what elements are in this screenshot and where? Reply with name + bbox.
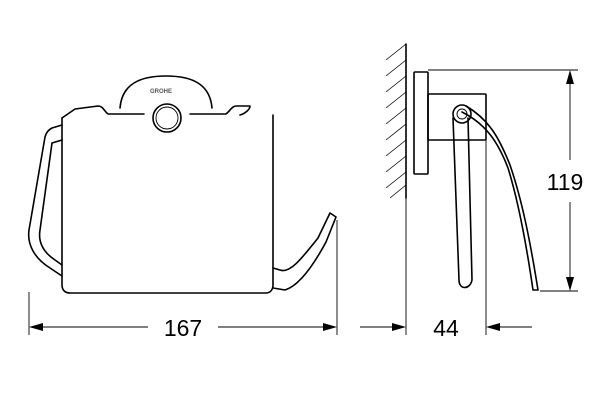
height-label: 119: [547, 169, 584, 195]
side-rosette: [413, 71, 429, 175]
cover-body: [61, 114, 274, 294]
side-cover-flap: [461, 105, 539, 291]
dimension-height: 119: [428, 69, 584, 292]
dimension-depth: 44: [360, 140, 532, 341]
side-bracket: [427, 93, 487, 141]
right-arm: [272, 212, 337, 291]
dimension-width: 167: [28, 220, 338, 341]
left-arm-outer: [27, 124, 63, 277]
side-view: [385, 43, 539, 291]
cover-top: [61, 105, 251, 119]
left-arm-inner: [38, 139, 63, 266]
depth-label: 44: [433, 315, 459, 341]
rosette: [119, 75, 213, 109]
center-knob: [152, 103, 182, 133]
side-pivot: [452, 104, 472, 124]
center-knob-inner: [155, 106, 179, 130]
wall-hatching: [385, 43, 407, 199]
side-roll-arm: [452, 117, 473, 289]
brand-logo: GROHE: [150, 89, 172, 95]
front-view: GROHE: [27, 75, 337, 294]
width-label: 167: [164, 315, 202, 341]
